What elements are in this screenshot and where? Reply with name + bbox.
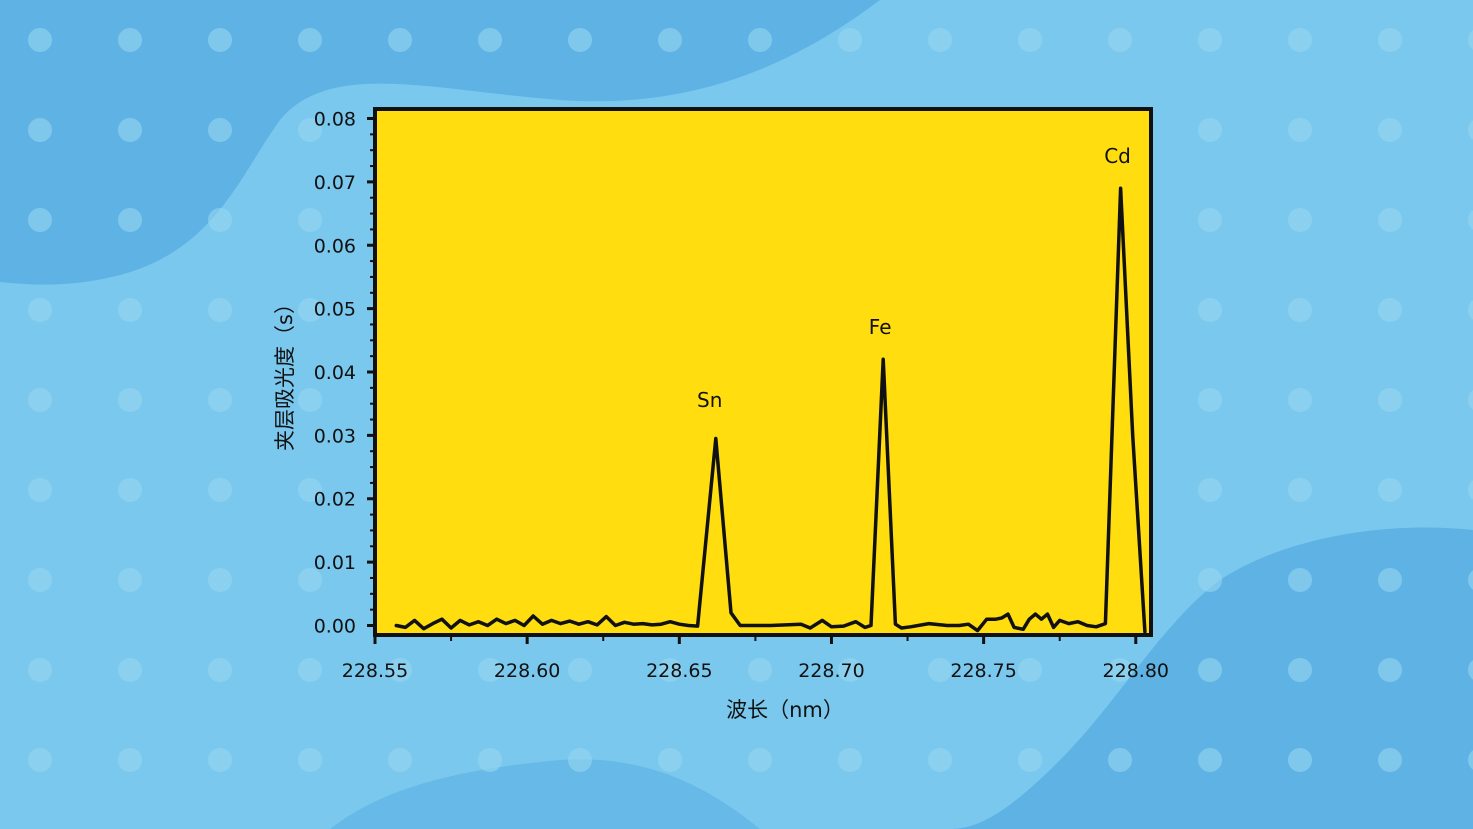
x-axis: 228.55 228.60 228.65 228.70 228.75 228.80: [342, 635, 1169, 682]
peak-annotations: Sn Fe Cd: [697, 144, 1131, 412]
y-tick-label-3: 0.03: [314, 425, 356, 447]
y-tick-label-4: 0.04: [314, 362, 356, 384]
x-tick-label-2: 228.65: [646, 660, 712, 682]
x-axis-title: 波长（nm）: [726, 698, 844, 722]
peak-label-fe: Fe: [869, 315, 892, 339]
y-tick-label-0: 0.00: [314, 615, 356, 637]
y-tick-label-6: 0.06: [314, 235, 356, 257]
y-tick-label-5: 0.05: [314, 299, 356, 321]
peak-label-cd: Cd: [1104, 144, 1131, 168]
y-tick-label-1: 0.01: [314, 552, 356, 574]
y-axis: 0.00 0.01 0.02 0.03 0.04 0.05 0.06 0.07 0.08: [314, 109, 375, 637]
y-tick-label-8: 0.08: [314, 109, 356, 131]
y-tick-label-2: 0.02: [314, 489, 356, 511]
x-tick-label-5: 228.80: [1103, 660, 1169, 682]
x-tick-label-4: 228.75: [950, 660, 1016, 682]
y-tick-label-7: 0.07: [314, 172, 356, 194]
absorbance-series-line: [394, 186, 1147, 634]
plot-area: [373, 107, 1153, 637]
x-tick-label-0: 228.55: [342, 660, 408, 682]
y-axis-title: 夹层吸光度（s）: [273, 293, 297, 451]
peak-label-sn: Sn: [697, 388, 722, 412]
x-tick-label-3: 228.70: [798, 660, 864, 682]
x-tick-label-1: 228.60: [494, 660, 560, 682]
